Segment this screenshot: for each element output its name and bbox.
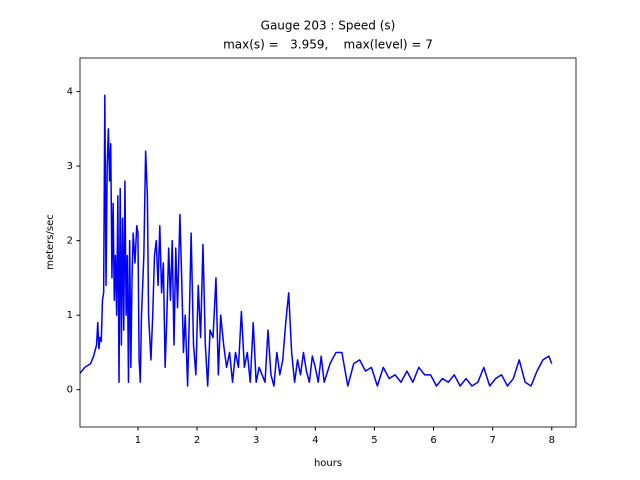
chart-title: Gauge 203 : Speed (s) — [261, 19, 396, 33]
x-tick-label: 4 — [312, 435, 318, 446]
data-line — [80, 94, 553, 387]
x-tick-label: 1 — [135, 435, 141, 446]
x-tick-label: 7 — [489, 435, 495, 446]
x-tick-label: 2 — [194, 435, 200, 446]
plot-frame — [79, 57, 577, 428]
y-axis-label: meters/sec — [45, 214, 56, 270]
x-tick-label: 5 — [371, 435, 377, 446]
y-tick-label: 4 — [67, 87, 73, 98]
x-tick-label: 6 — [430, 435, 436, 446]
chart-subtitle: max(s) = 3.959, max(level) = 7 — [223, 38, 433, 52]
y-tick-label: 2 — [67, 236, 73, 247]
y-tick-label: 3 — [67, 161, 73, 172]
x-tick-label: 8 — [549, 435, 555, 446]
y-tick-label: 1 — [67, 310, 73, 321]
x-axis-label: hours — [314, 458, 342, 469]
y-tick-label: 0 — [67, 385, 73, 396]
x-tick-label: 3 — [253, 435, 259, 446]
